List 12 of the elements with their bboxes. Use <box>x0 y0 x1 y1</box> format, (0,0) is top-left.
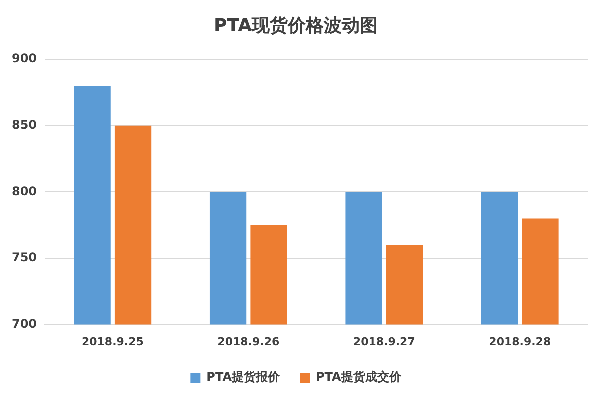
legend-label: PTA提货报价 <box>206 370 281 384</box>
chart-title: PTA现货价格波动图 <box>214 15 378 36</box>
legend-label: PTA提货成交价 <box>316 370 402 384</box>
y-tick-label: 750 <box>12 250 38 265</box>
x-tick-label: 2018.9.25 <box>82 335 144 348</box>
x-tick-label: 2018.9.28 <box>489 335 552 348</box>
x-tick-label: 2018.9.26 <box>218 335 280 348</box>
y-tick-label: 700 <box>12 316 38 331</box>
y-tick-label: 900 <box>12 52 38 66</box>
y-tick-label: 800 <box>12 184 38 198</box>
x-tick-label: 2018.9.27 <box>353 335 416 348</box>
y-tick-label: 850 <box>12 118 38 132</box>
